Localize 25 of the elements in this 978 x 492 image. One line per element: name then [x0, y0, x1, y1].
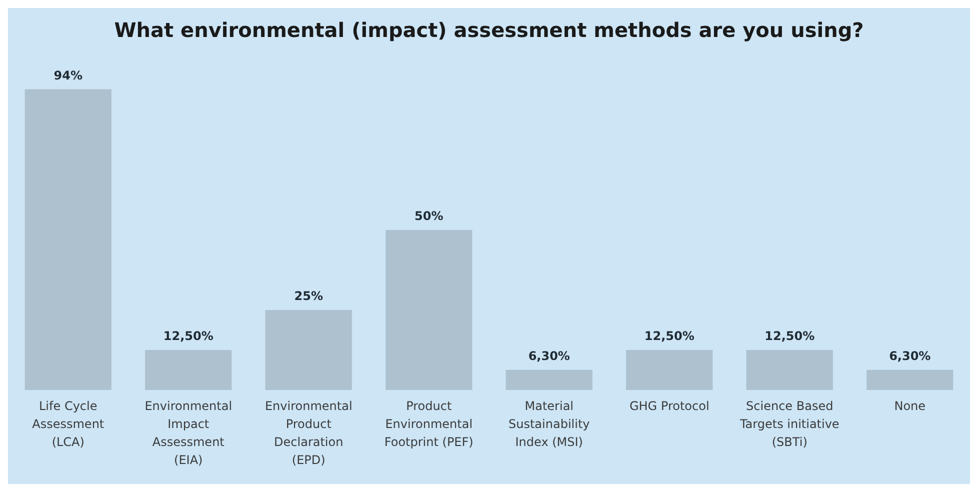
- bar: [626, 350, 713, 390]
- x-tick-label: Environmental Impact Assessment (EIA): [144, 399, 232, 468]
- x-tick-label: Life Cycle Assessment (LCA): [32, 399, 104, 450]
- data-label: 12,50%: [163, 329, 214, 344]
- data-label: 12,50%: [764, 329, 815, 344]
- x-tick-label: None: [894, 399, 926, 414]
- bar: [145, 350, 232, 390]
- bar: [386, 230, 472, 390]
- bar: [24, 89, 112, 390]
- data-label: 6,30%: [528, 348, 570, 363]
- bar: [866, 370, 954, 390]
- x-tick-label: Environmental Product Declaration (EPD): [264, 399, 352, 468]
- data-label: 50%: [414, 209, 444, 224]
- data-label: 12,50%: [644, 329, 694, 344]
- bar: [746, 350, 833, 390]
- data-label: 25%: [294, 289, 323, 304]
- x-tick-label: Material Sustainability Index (MSI): [508, 399, 590, 450]
- data-label: 94%: [54, 68, 82, 82]
- bar: [506, 370, 592, 390]
- bar: [265, 310, 352, 390]
- data-label: 6,30%: [889, 348, 931, 363]
- x-tick-label: Product Environmental Footprint (PEF): [384, 399, 474, 450]
- x-tick-label: GHG Protocol: [629, 399, 710, 414]
- x-tick-label: Science Based Targets initiative (SBTi): [738, 399, 840, 450]
- chart-title: What environmental (impact) assessment methods are you using?: [114, 18, 864, 42]
